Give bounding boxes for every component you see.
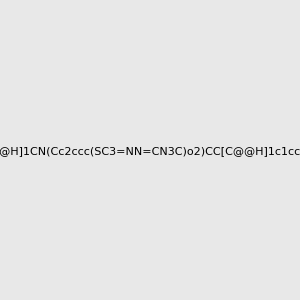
Text: O[C@@H]1CN(Cc2ccc(SC3=NN=CN3C)o2)CC[C@@H]1c1ccc(F)cc1: O[C@@H]1CN(Cc2ccc(SC3=NN=CN3C)o2)CC[C@@H… <box>0 146 300 157</box>
